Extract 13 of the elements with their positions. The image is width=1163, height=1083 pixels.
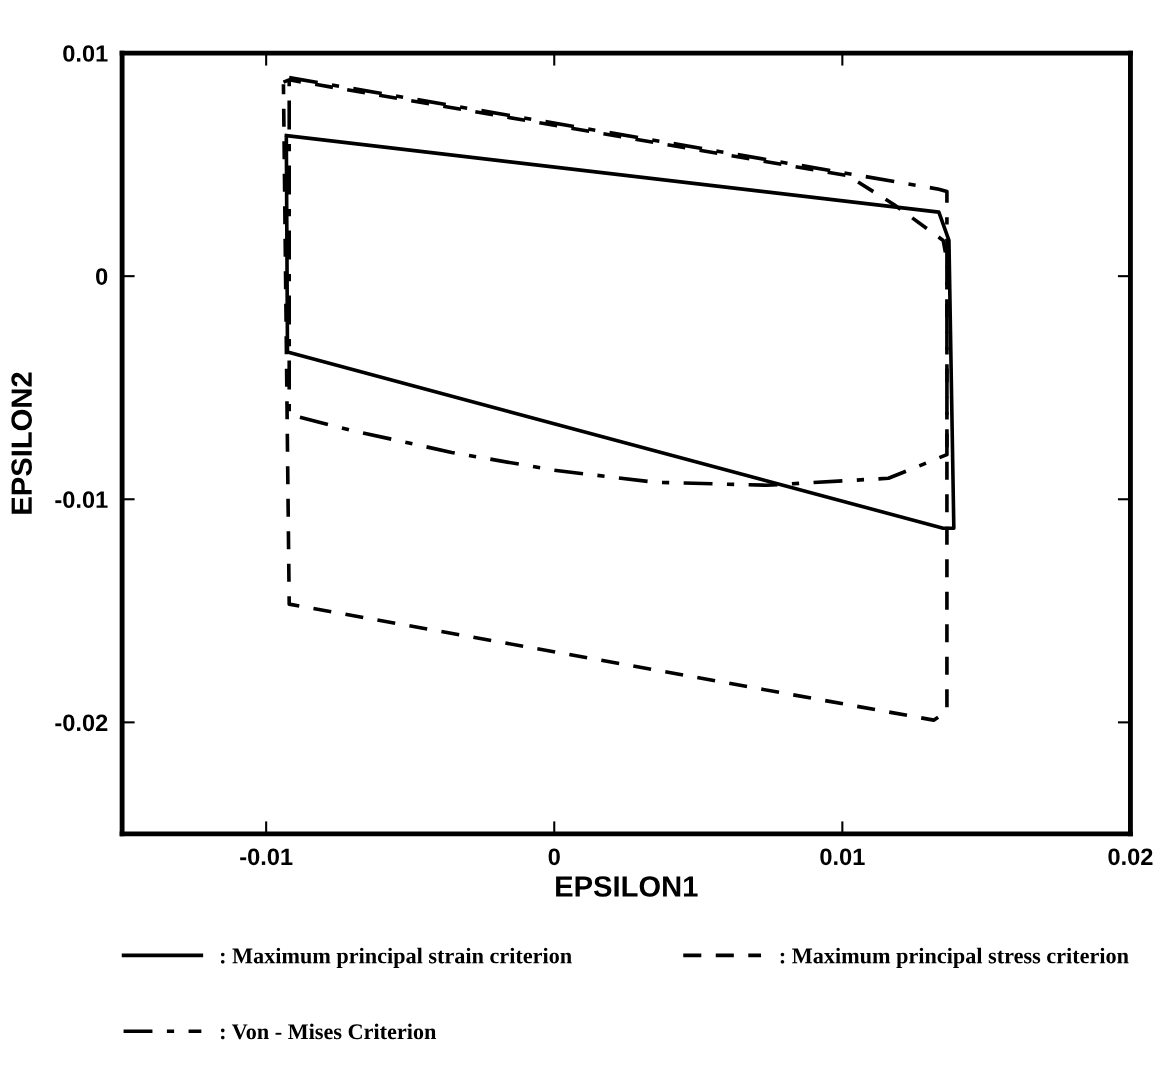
x-tick-label: 0.02: [1108, 848, 1153, 866]
legend-label: : Maximum principal strain criterion: [220, 947, 572, 968]
legend-label: : Von - Mises Criterion: [220, 1023, 437, 1040]
y-tick-label: -0.02: [55, 714, 108, 732]
x-axis-title: EPSILON1: [556, 876, 698, 897]
x-tick-label: -0.01: [240, 848, 293, 866]
y-tick-label: 0.01: [63, 45, 108, 62]
x-tick-label: 0.01: [820, 848, 865, 866]
y-tick-label: -0.01: [55, 491, 108, 509]
y-axis-title: EPSILON2: [11, 372, 32, 514]
legend-label: : Maximum principal stress criterion: [780, 947, 1129, 968]
y-tick-label: 0: [96, 268, 108, 285]
x-tick-label: 0: [548, 848, 560, 866]
